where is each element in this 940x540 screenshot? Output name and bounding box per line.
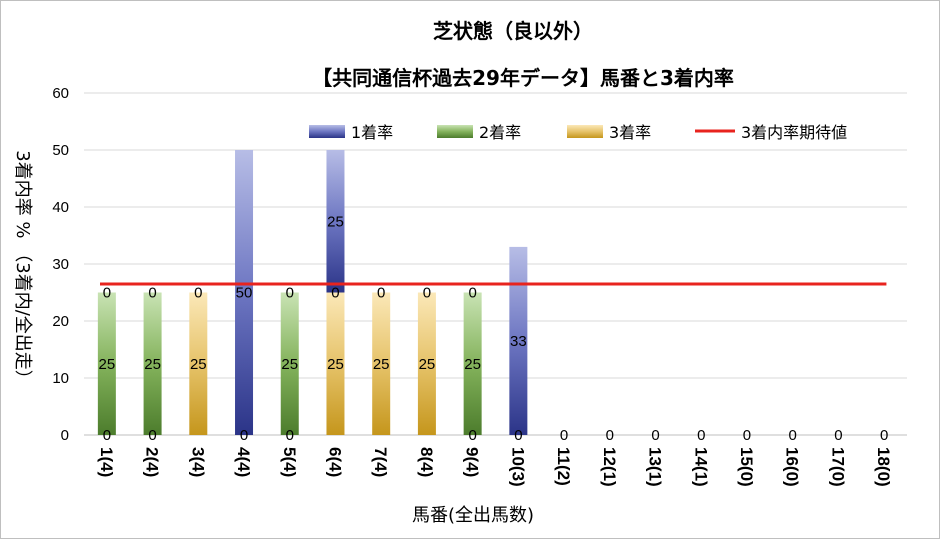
x-tick-label: 11(2) bbox=[554, 447, 573, 486]
bars bbox=[97, 150, 528, 435]
y-tick-label: 40 bbox=[52, 199, 69, 216]
legend-label: 3着内率期待値 bbox=[741, 123, 847, 142]
data-label: 25 bbox=[327, 356, 344, 373]
y-tick-label: 50 bbox=[52, 142, 69, 159]
data-label: 0 bbox=[834, 427, 842, 444]
data-label: 0 bbox=[468, 285, 476, 302]
x-tick-label: 3(4) bbox=[188, 447, 207, 477]
x-tick-label: 2(4) bbox=[143, 447, 162, 477]
legend-swatch bbox=[437, 125, 473, 138]
x-tick-label: 10(3) bbox=[508, 447, 527, 487]
bar-1着率 bbox=[509, 246, 528, 435]
bar-2着率 bbox=[280, 292, 299, 435]
legend-label: 1着率 bbox=[351, 123, 393, 142]
x-tick-label: 16(0) bbox=[783, 447, 802, 487]
data-label: 33 bbox=[510, 333, 527, 350]
bar-2着率 bbox=[143, 292, 162, 435]
data-label: 0 bbox=[103, 285, 111, 302]
data-label: 25 bbox=[144, 356, 161, 373]
bar-1着率 bbox=[326, 150, 345, 293]
bar-1着率 bbox=[235, 150, 254, 435]
legend-label: 2着率 bbox=[479, 123, 521, 142]
legend-swatch bbox=[309, 125, 345, 138]
data-label: 0 bbox=[194, 285, 202, 302]
y-axis-label: 3着内率 % （3着内/全出走） bbox=[12, 150, 33, 388]
x-tick-label: 8(4) bbox=[417, 447, 436, 477]
y-tick-label: 0 bbox=[61, 427, 69, 444]
x-tick-label: 1(4) bbox=[97, 447, 116, 477]
x-tick-label: 13(1) bbox=[646, 447, 665, 487]
gridlines bbox=[84, 92, 907, 436]
data-label: 0 bbox=[697, 427, 705, 444]
x-tick-label: 9(4) bbox=[463, 447, 482, 477]
data-label: 0 bbox=[286, 427, 294, 444]
x-axis-ticks: 1(4) 2(4) 3(4) 4(4) 5(4) 6(4) 7(4) 8(4) 9(4) 10(3… bbox=[97, 447, 893, 487]
bar-3着率 bbox=[189, 292, 208, 435]
y-tick-label: 10 bbox=[52, 370, 69, 387]
y-tick-label: 30 bbox=[52, 256, 69, 273]
x-tick-label: 15(0) bbox=[737, 447, 756, 487]
data-label: 0 bbox=[743, 427, 751, 444]
data-label: 0 bbox=[789, 427, 797, 444]
data-label: 0 bbox=[468, 427, 476, 444]
data-label: 25 bbox=[327, 213, 344, 230]
data-label: 0 bbox=[148, 285, 156, 302]
legend-swatch bbox=[567, 125, 603, 138]
data-labels: 0 25 0 0 25 0 25 0 0 50 0 25 0 25 0 25 25 0 25 0 0 25 0 0 33 0 0 0 0… bbox=[99, 213, 889, 444]
bar-3着率 bbox=[417, 292, 436, 435]
data-label: 25 bbox=[419, 356, 436, 373]
x-tick-label: 7(4) bbox=[371, 447, 390, 477]
data-label: 0 bbox=[377, 285, 385, 302]
data-label: 0 bbox=[331, 285, 339, 302]
data-label: 0 bbox=[240, 427, 248, 444]
chart-title: 芝状態（良以外） bbox=[433, 19, 593, 43]
x-tick-label: 17(0) bbox=[828, 447, 847, 487]
data-label: 0 bbox=[606, 427, 614, 444]
bar-2着率 bbox=[97, 292, 116, 435]
bar-2着率 bbox=[463, 292, 482, 435]
chart-subtitle: 【共同通信杯過去29年データ】馬番と3着内率 bbox=[312, 66, 734, 90]
x-tick-label: 12(1) bbox=[600, 447, 619, 487]
data-label: 0 bbox=[651, 427, 659, 444]
data-label: 0 bbox=[103, 427, 111, 444]
y-tick-label: 60 bbox=[52, 85, 69, 102]
data-label: 25 bbox=[373, 356, 390, 373]
data-label: 50 bbox=[236, 285, 253, 302]
x-tick-label: 14(1) bbox=[691, 447, 710, 487]
data-label: 0 bbox=[148, 427, 156, 444]
legend-label: 3着率 bbox=[609, 123, 651, 142]
data-label: 0 bbox=[286, 285, 294, 302]
data-label: 25 bbox=[190, 356, 207, 373]
y-tick-label: 20 bbox=[52, 313, 69, 330]
x-tick-label: 18(0) bbox=[874, 447, 893, 487]
data-label: 25 bbox=[99, 356, 116, 373]
x-tick-label: 6(4) bbox=[325, 447, 344, 477]
bar-3着率 bbox=[326, 292, 345, 435]
x-axis-label: 馬番(全出馬数) bbox=[412, 505, 534, 526]
data-label: 25 bbox=[464, 356, 481, 373]
data-label: 25 bbox=[281, 356, 298, 373]
data-label: 0 bbox=[880, 427, 888, 444]
y-axis-ticks: 0 10 20 30 40 50 60 bbox=[52, 85, 69, 444]
x-tick-label: 5(4) bbox=[280, 447, 299, 477]
data-label: 0 bbox=[514, 427, 522, 444]
x-tick-label: 4(4) bbox=[234, 447, 253, 477]
legend: 1着率 2着率 3着率 3着内率期待値 bbox=[309, 123, 847, 142]
data-label: 0 bbox=[560, 427, 568, 444]
bar-3着率 bbox=[372, 292, 391, 435]
data-label: 0 bbox=[423, 285, 431, 302]
